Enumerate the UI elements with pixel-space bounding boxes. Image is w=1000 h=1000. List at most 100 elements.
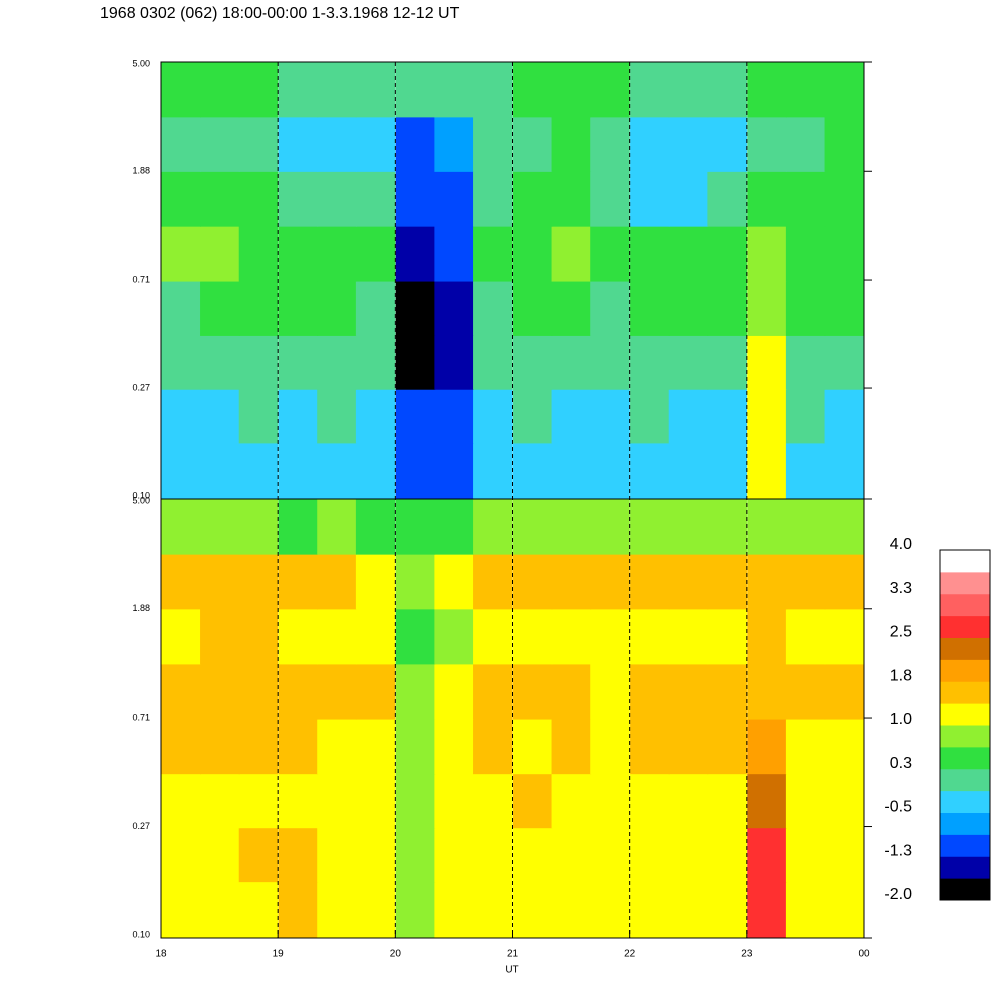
heat-cell: [161, 827, 201, 883]
heat-cell: [707, 442, 747, 500]
heat-cell: [238, 62, 279, 118]
heat-cell: [824, 171, 865, 227]
heat-cell: [668, 116, 709, 172]
heat-cell: [355, 171, 396, 227]
x-tick-label: 22: [624, 949, 636, 960]
heat-cell: [473, 827, 513, 883]
heat-cell: [434, 116, 474, 172]
heat-cell: [161, 389, 201, 444]
heat-cell: [630, 62, 670, 118]
heat-cell: [434, 62, 474, 118]
heat-cell: [512, 171, 553, 227]
heat-cell: [512, 554, 553, 610]
heat-cell: [473, 554, 513, 610]
heat-cell: [317, 442, 357, 500]
heat-cell: [161, 171, 201, 227]
heat-cell: [317, 719, 357, 775]
heat-cell: [238, 226, 279, 282]
heat-cell: [551, 499, 592, 555]
x-tick-label: 23: [741, 949, 753, 960]
heat-cell: [278, 719, 319, 775]
heat-cell: [668, 554, 709, 610]
heat-cell: [512, 62, 553, 118]
heat-cell: [551, 663, 592, 720]
colorbar-label: 0.3: [890, 755, 912, 772]
colorbar-label: -0.5: [884, 799, 912, 816]
colorbar-label: 4.0: [890, 536, 912, 553]
heat-cell: [824, 281, 865, 336]
heat-cell: [317, 499, 357, 555]
colorbar-label: 3.3: [890, 580, 912, 597]
heat-cell: [590, 442, 630, 500]
heat-cell: [590, 827, 630, 883]
heat-cell: [434, 499, 474, 555]
heat-cell: [630, 116, 670, 172]
heat-cell: [278, 116, 319, 172]
heat-cell: [630, 881, 670, 939]
heat-cell: [747, 663, 787, 720]
heat-cell: [785, 827, 826, 883]
colorbar-swatch: [940, 768, 990, 792]
heat-cell: [434, 554, 474, 610]
heat-cell: [512, 773, 553, 829]
heat-cell: [355, 226, 396, 282]
heat-cell: [824, 827, 865, 883]
heat-cell: [747, 226, 787, 282]
heat-cell: [434, 827, 474, 883]
heat-cell: [590, 116, 630, 172]
heat-cell: [747, 281, 787, 336]
heat-cell: [395, 171, 436, 227]
heat-cell: [317, 281, 357, 336]
heat-cell: [512, 827, 553, 883]
heat-cell: [278, 608, 319, 665]
heat-cell: [590, 881, 630, 939]
heat-cell: [473, 226, 513, 282]
heat-cell: [278, 171, 319, 227]
heat-cell: [161, 442, 201, 500]
heat-cell: [355, 62, 396, 118]
heat-cell: [747, 773, 787, 829]
colorbar-swatch: [940, 834, 990, 857]
heat-cell: [630, 171, 670, 227]
heat-cell: [707, 389, 747, 444]
heat-cell: [590, 171, 630, 227]
colorbar-swatch: [940, 703, 990, 726]
colorbar-swatch: [940, 571, 990, 595]
heat-cell: [200, 881, 240, 939]
heat-cell: [551, 827, 592, 883]
heat-cell: [785, 881, 826, 939]
heat-cell: [747, 171, 787, 227]
heat-cell: [355, 499, 396, 555]
colorbar-swatch: [940, 550, 990, 573]
heat-cell: [747, 827, 787, 883]
heat-cell: [824, 62, 865, 118]
heat-cell: [278, 881, 319, 939]
heat-cell: [238, 881, 279, 939]
heat-cell: [355, 773, 396, 829]
heat-cell: [355, 719, 396, 775]
colorbar-label: -1.3: [884, 842, 912, 859]
heat-cell: [161, 773, 201, 829]
heat-cell: [200, 719, 240, 775]
heat-cell: [590, 773, 630, 829]
heat-cell: [278, 663, 319, 720]
heat-cell: [161, 116, 201, 172]
heat-cell: [512, 116, 553, 172]
heat-cell: [512, 442, 553, 500]
heat-cell: [473, 281, 513, 336]
heat-cell: [355, 554, 396, 610]
heat-cell: [707, 881, 747, 939]
heat-cell: [512, 226, 553, 282]
heat-cell: [395, 663, 436, 720]
heat-cell: [824, 226, 865, 282]
colorbar-label: 1.0: [890, 711, 912, 728]
heat-cell: [785, 335, 826, 390]
heat-cell: [200, 827, 240, 883]
heat-cell: [551, 881, 592, 939]
y-tick-label: 0.10: [132, 490, 150, 500]
heat-cell: [707, 171, 747, 227]
heat-cell: [512, 608, 553, 665]
heat-cell: [551, 554, 592, 610]
heat-cell: [707, 62, 747, 118]
heat-cell: [238, 554, 279, 610]
